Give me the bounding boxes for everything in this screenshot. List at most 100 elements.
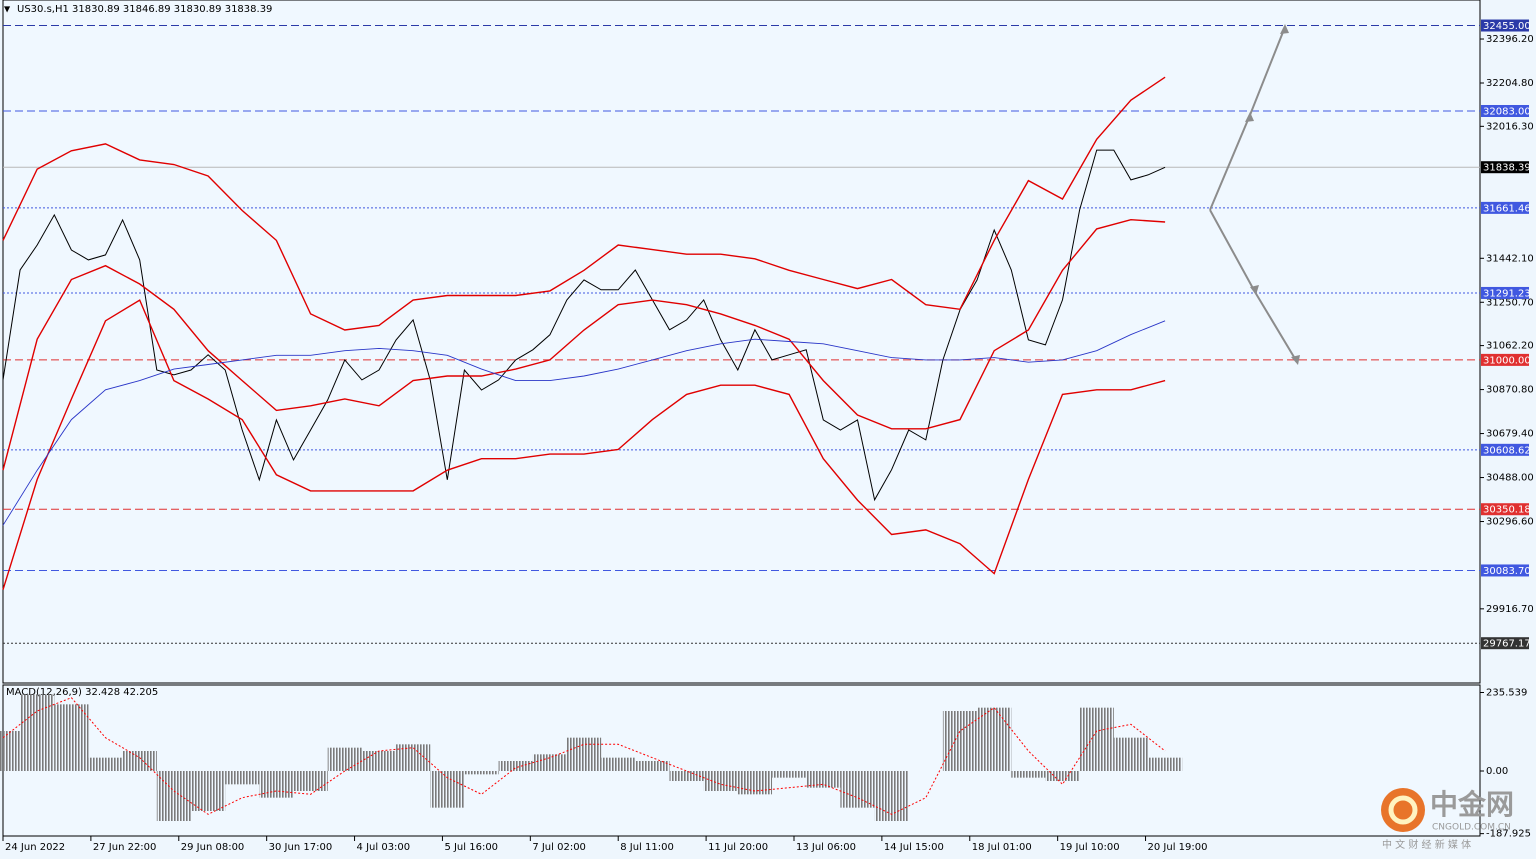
level-label: 32455.00 — [1483, 21, 1531, 32]
x-tick-label: 14 Jul 15:00 — [884, 842, 944, 853]
y-tick-label: -187.925 — [1486, 829, 1531, 840]
series-line — [2, 320, 1166, 526]
watermark-brand: 中金网 — [1430, 788, 1514, 821]
series-line — [2, 149, 1166, 502]
level-label: 31661.46 — [1483, 203, 1531, 214]
level-label: 31000.00 — [1483, 355, 1531, 366]
macd-bar — [54, 704, 89, 771]
macd-bar — [498, 761, 533, 771]
level-box — [1481, 19, 1529, 32]
x-tick-label: 8 Jul 11:00 — [620, 842, 674, 853]
level-label: 30608.62 — [1483, 445, 1531, 456]
level-label: 30350.18 — [1483, 505, 1531, 516]
logo-circle — [1381, 788, 1425, 832]
x-tick-label: 24 Jun 2022 — [5, 842, 65, 853]
macd-bar — [601, 757, 636, 771]
y-tick-label: 30296.60 — [1486, 517, 1534, 528]
level-box — [1481, 564, 1529, 577]
macd-bar — [703, 771, 738, 791]
macd-bar — [840, 771, 875, 808]
macd-bar — [772, 771, 807, 778]
macd-bar — [635, 761, 670, 771]
macd-bar — [669, 771, 704, 781]
watermark-site: CNGOLD.COM.CN — [1432, 823, 1511, 833]
macd-bar — [293, 771, 328, 791]
level-box — [1481, 503, 1529, 516]
macd-bar — [327, 747, 362, 771]
y-tick-label: 30870.80 — [1486, 385, 1534, 396]
y-tick-label: 30679.40 — [1486, 429, 1534, 440]
level-box — [1481, 353, 1529, 366]
level-label: 30083.70 — [1483, 566, 1531, 577]
level-box — [1481, 286, 1529, 299]
arrow-head — [1245, 112, 1254, 122]
series-line — [2, 697, 1166, 815]
macd-bar — [532, 754, 567, 771]
x-tick-label: 13 Jul 06:00 — [796, 842, 856, 853]
macd-bar — [225, 771, 260, 785]
y-tick-label: 32204.80 — [1486, 78, 1534, 89]
level-label: 29767.17 — [1483, 639, 1531, 650]
macd-bar — [156, 771, 191, 821]
macd-title: MACD(12,26,9) 32.428 42.205 — [6, 687, 158, 698]
macd-bar — [1045, 771, 1080, 781]
x-tick-label: 20 Jul 19:00 — [1148, 842, 1208, 853]
x-tick-label: 30 Jun 17:00 — [269, 842, 333, 853]
series-line — [2, 218, 1166, 471]
y-tick-label: 31250.70 — [1486, 297, 1534, 308]
macd-bar — [806, 771, 841, 788]
x-tick-label: 19 Jul 10:00 — [1060, 842, 1120, 853]
arrow-head — [1280, 24, 1289, 34]
x-tick-label: 11 Jul 20:00 — [708, 842, 768, 853]
main-panel — [2, 0, 1481, 684]
menu-triangle[interactable]: ▼ — [4, 5, 11, 14]
macd-bar — [122, 751, 157, 771]
macd-bar — [977, 707, 1012, 771]
x-tick-label: 18 Jul 01:00 — [972, 842, 1032, 853]
macd-bar — [942, 711, 978, 771]
logo-ring — [1388, 795, 1418, 825]
macd-bar — [1079, 707, 1114, 771]
macd-bar — [1113, 737, 1148, 771]
macd-bar — [1011, 771, 1046, 778]
macd-bar — [259, 771, 294, 798]
level-label: 31291.23 — [1483, 288, 1531, 299]
y-tick-label: 0.00 — [1486, 766, 1508, 777]
y-tick-label: 29916.70 — [1486, 604, 1534, 615]
level-label: 32083.00 — [1483, 106, 1531, 117]
chart-title: US30.s,H1 31830.89 31846.89 31830.89 318… — [17, 4, 272, 15]
macd-bar — [361, 751, 397, 771]
macd-bar — [190, 771, 226, 811]
y-tick-label: 32016.30 — [1486, 121, 1534, 132]
current-price-box — [1481, 161, 1529, 174]
macd-bar — [874, 771, 909, 821]
macd-panel — [2, 684, 1481, 837]
macd-bar — [566, 737, 602, 771]
level-box — [1481, 201, 1529, 214]
macd-bar — [0, 731, 21, 771]
x-tick-label: 5 Jul 16:00 — [444, 842, 498, 853]
macd-bar — [737, 771, 773, 795]
series-line — [2, 299, 1166, 590]
x-tick-label: 7 Jul 02:00 — [532, 842, 586, 853]
x-tick-label: 4 Jul 03:00 — [357, 842, 411, 853]
arrow-head — [1250, 285, 1259, 295]
watermark-slogan: 中 文 财 经 新 媒 体 — [1382, 838, 1471, 851]
macd-bar — [88, 757, 123, 771]
macd-bar — [1147, 757, 1183, 771]
x-tick-label: 27 Jun 22:00 — [93, 842, 157, 853]
y-tick-label: 235.539 — [1486, 687, 1527, 698]
macd-bar — [430, 771, 465, 808]
y-tick-label: 30488.00 — [1486, 473, 1534, 484]
level-box — [1481, 637, 1529, 650]
watermark: 中金网 CNGOLD.COM.CN 中 文 财 经 新 媒 体 — [1381, 788, 1514, 851]
y-tick-label: 31062.20 — [1486, 341, 1534, 352]
x-tick-label: 29 Jun 08:00 — [181, 842, 245, 853]
macd-bar — [464, 771, 499, 775]
projection-arrows — [1209, 24, 1300, 365]
y-tick-label: 32396.20 — [1486, 34, 1534, 45]
arrow-head — [1291, 355, 1300, 365]
series-line — [2, 76, 1166, 331]
